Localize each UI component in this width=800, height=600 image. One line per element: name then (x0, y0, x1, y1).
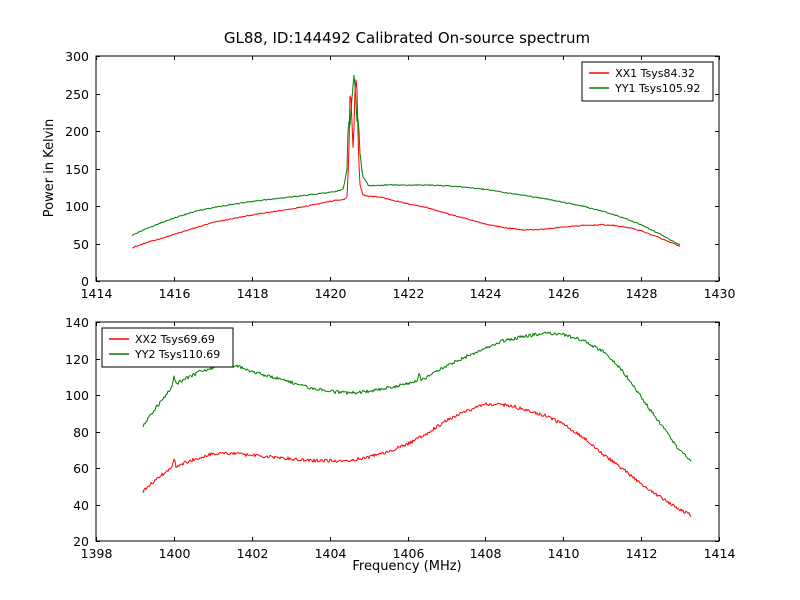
legend: XX2 Tsys69.69 YY2 Tsys110.69 (101, 327, 234, 368)
legend-entry-label: XX2 Tsys69.69 (135, 333, 215, 346)
x-tick-label: 1406 (393, 546, 425, 561)
legend-entry-label: YY2 Tsys110.69 (134, 348, 220, 361)
series-line-XX1 (131, 79, 681, 249)
chart-2: 1398 1400 1402 1404 1406 1408 1410 1412 1414 20 40… (65, 315, 735, 561)
x-tick-label: 1418 (237, 286, 269, 301)
legend-box (581, 61, 714, 102)
y-tick-label: 150 (65, 162, 89, 177)
x-tick-label: 1420 (315, 286, 347, 301)
legend-box (101, 327, 234, 368)
y-tick-label: 80 (73, 425, 89, 440)
x-tick-label: 1430 (704, 286, 736, 301)
y-tick-label: 40 (73, 498, 89, 513)
x-tick-label: 1400 (159, 546, 191, 561)
x-tick-label: 1414 (704, 546, 736, 561)
x-tick-label: 1408 (470, 546, 502, 561)
axes-frame (95, 55, 720, 282)
legend-entry-label: YY1 Tsys105.92 (614, 82, 700, 95)
x-tick-label: 1424 (470, 286, 502, 301)
series-line-XX2 (142, 402, 692, 517)
x-tick-label: 1428 (626, 286, 658, 301)
x-tick-label: 1410 (548, 546, 580, 561)
series-line-YY2 (142, 331, 692, 462)
legend-entry-label: XX1 Tsys84.32 (615, 67, 695, 80)
y-tick-label: 50 (73, 237, 89, 252)
x-tick-label: 1426 (548, 286, 580, 301)
y-tick-label: 140 (65, 315, 89, 330)
axes-frame (95, 321, 720, 542)
x-tick-label: 1422 (393, 286, 425, 301)
legend: XX1 Tsys84.32 YY1 Tsys105.92 (581, 61, 714, 102)
series-line-YY1 (131, 74, 681, 246)
chart-1: 1414 1416 1418 1420 1422 1424 1426 1428 1430 0 50 1… (65, 49, 735, 301)
x-tick-label: 1398 (81, 546, 113, 561)
y-tick-label: 100 (65, 199, 89, 214)
x-axis-label: Frequency (MHz) (352, 559, 461, 574)
x-tick-label: 1416 (159, 286, 191, 301)
y-tick-label: 0 (81, 274, 89, 289)
x-tick-label: 1402 (237, 546, 269, 561)
y-tick-label: 120 (65, 352, 89, 367)
y-axis-label: Power in Kelvin (42, 119, 57, 217)
figure-title: GL88, ID:144492 Calibrated On-source spe… (224, 29, 590, 47)
y-tick-label: 100 (65, 388, 89, 403)
y-tick-label: 20 (73, 534, 89, 549)
charts-layer: 1414 1416 1418 1420 1422 1424 1426 1428 1430 0 50 1… (65, 49, 735, 561)
y-tick-label: 250 (65, 87, 89, 102)
x-tick-label: 1412 (626, 546, 658, 561)
y-tick-label: 200 (65, 124, 89, 139)
y-tick-label: 300 (65, 49, 89, 64)
x-tick-label: 1414 (81, 286, 113, 301)
y-tick-label: 60 (73, 461, 89, 476)
x-tick-label: 1404 (315, 546, 347, 561)
